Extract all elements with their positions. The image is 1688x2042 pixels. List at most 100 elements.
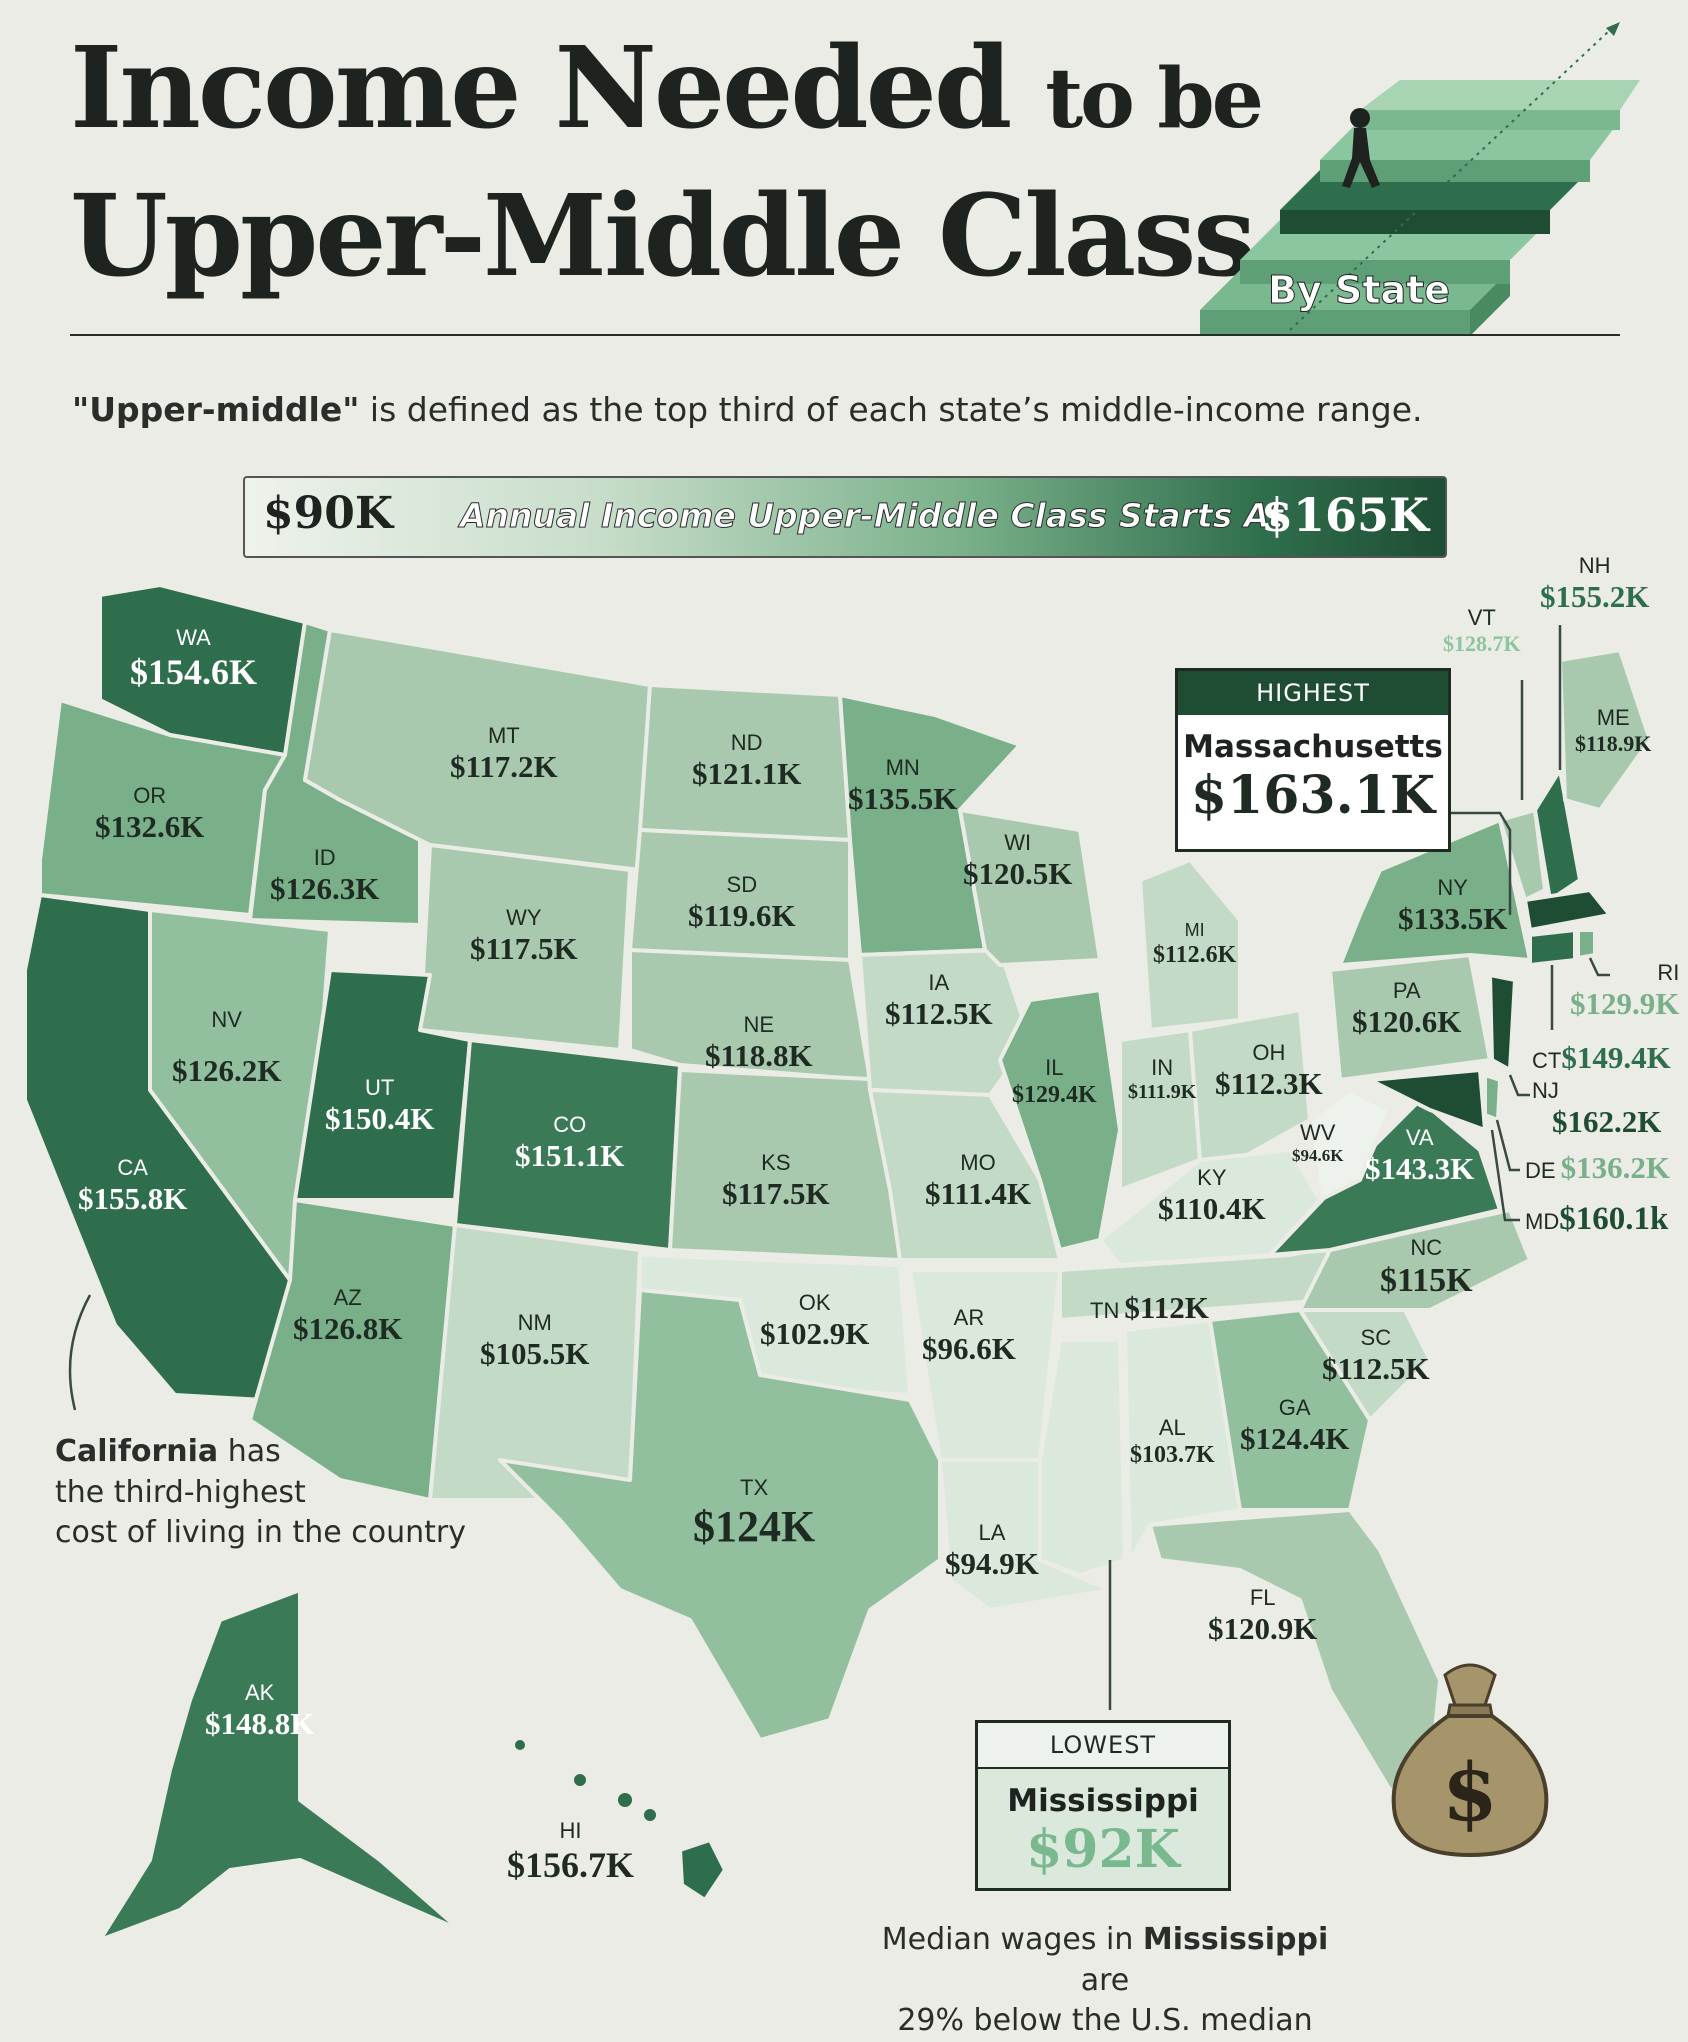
- label-IL: IL $129.4K: [1012, 1055, 1097, 1109]
- value: $135.5K: [848, 780, 958, 816]
- abbr: AK: [245, 1680, 275, 1705]
- state-AL: [1123, 1318, 1242, 1562]
- abbr: ME: [1596, 705, 1630, 730]
- color-legend: $90K Annual Income Upper-Middle Class St…: [243, 476, 1447, 558]
- stairs-illustration-icon: [1200, 22, 1640, 336]
- label-KY: KY $110.4K: [1158, 1165, 1266, 1228]
- label-IA: IA $112.5K: [885, 970, 993, 1033]
- abbr: NC: [1410, 1235, 1443, 1260]
- abbr: VT: [1467, 605, 1496, 630]
- value: $102.9K: [760, 1315, 870, 1351]
- value: $126.8K: [293, 1310, 403, 1346]
- abbr: WA: [176, 625, 211, 650]
- value: $111.4K: [925, 1175, 1031, 1211]
- subtitle-rest: is defined as the top third of each stat…: [359, 390, 1423, 429]
- state-AK: [98, 1588, 462, 1942]
- california-arrow: [68, 1294, 92, 1411]
- state-IL: [998, 988, 1122, 1252]
- abbr: KY: [1197, 1165, 1227, 1190]
- label-GA: GA $124.4K: [1240, 1395, 1349, 1458]
- label-ME: ME $118.9K: [1575, 705, 1651, 757]
- title-big: Income Needed: [70, 23, 1012, 154]
- note-text: Median wages in: [881, 1922, 1143, 1957]
- value: $94.6K: [1292, 1145, 1344, 1165]
- abbr: DE: [1525, 1158, 1556, 1183]
- value: $124.4K: [1240, 1420, 1350, 1456]
- note-text: 29% below the U.S. median: [897, 2003, 1313, 2038]
- abbr: OR: [133, 783, 167, 808]
- value: $105.5K: [480, 1335, 590, 1371]
- label-NE: NE $118.8K: [705, 1012, 813, 1075]
- value: $120.5K: [963, 855, 1073, 891]
- state-MS: [1038, 1338, 1127, 1577]
- md-arrow: [1490, 1129, 1520, 1222]
- value: $148.8K: [205, 1705, 315, 1741]
- state-ME: [1558, 648, 1652, 812]
- lowest-value: $92K: [1026, 1819, 1180, 1880]
- label-VT: VT $128.7K: [1443, 605, 1521, 657]
- label-MN: MN $135.5K: [848, 755, 957, 818]
- value: $110.4K: [1158, 1190, 1266, 1226]
- label-AK: AK $148.8K: [205, 1680, 314, 1743]
- state-MA: [1523, 888, 1612, 932]
- value: $112.5K: [1322, 1350, 1430, 1386]
- abbr: NY: [1437, 875, 1468, 900]
- value: $149.4K: [1561, 1040, 1671, 1075]
- abbr: OK: [798, 1290, 831, 1315]
- legend-label: Annual Income Upper-Middle Class Starts …: [459, 496, 1284, 536]
- abbr: TN: [1090, 1298, 1120, 1323]
- abbr: NE: [743, 1012, 775, 1037]
- abbr: MI: [1184, 920, 1205, 940]
- state-WV: [1308, 1088, 1392, 1202]
- label-DE: DE $136.2K: [1525, 1150, 1670, 1187]
- label-TX: TX $124K: [693, 1475, 815, 1553]
- state-RI: [1576, 928, 1597, 960]
- highest-header: HIGHEST: [1178, 671, 1448, 715]
- label-AR: AR $96.6K: [922, 1305, 1016, 1368]
- label-TN: TN $112K: [1090, 1290, 1209, 1327]
- abbr: MO: [960, 1150, 996, 1175]
- state-DE: [1483, 1073, 1502, 1122]
- abbr: TX: [740, 1475, 769, 1500]
- subtitle: "Upper-middle" is defined as the top thi…: [72, 390, 1423, 429]
- state-MI: [1138, 858, 1242, 1032]
- value: $103.7K: [1130, 1441, 1215, 1468]
- state-NH: [1533, 768, 1582, 902]
- label-VA: VA $143.3K: [1365, 1125, 1474, 1188]
- value: $124K: [693, 1501, 816, 1551]
- abbr: UT: [365, 1075, 395, 1100]
- abbr: NH: [1578, 553, 1611, 578]
- california-note: California has the third-highest cost of…: [55, 1432, 466, 1554]
- label-HI: HI $156.7K: [507, 1818, 634, 1886]
- abbr: NJ: [1532, 1078, 1559, 1103]
- label-OK: OK $102.9K: [760, 1290, 869, 1353]
- value: $162.2K: [1552, 1103, 1662, 1139]
- label-FL: FL $120.9K: [1208, 1585, 1317, 1648]
- highest-value: $163.1K: [1190, 765, 1436, 826]
- subtitle-bold: "Upper-middle": [72, 390, 360, 429]
- state-HI-small: [511, 1736, 529, 1754]
- label-OH: OH $112.3K: [1215, 1040, 1323, 1103]
- abbr: AR: [953, 1305, 985, 1330]
- state-FL: [1148, 1508, 1442, 1792]
- label-SC: SC $112.5K: [1322, 1325, 1430, 1388]
- abbr: PA: [1392, 978, 1421, 1003]
- title-line-1: Income Needed to be: [70, 30, 1264, 148]
- abbr: MT: [487, 723, 520, 748]
- abbr: VA: [1405, 1125, 1434, 1150]
- note-text: has: [218, 1434, 281, 1469]
- label-WY: WY $117.5K: [470, 905, 578, 968]
- label-MT: MT $117.2K: [450, 723, 558, 786]
- value: $132.6K: [95, 808, 205, 844]
- label-WI: WI $120.5K: [963, 830, 1072, 893]
- value: $151.1K: [515, 1137, 625, 1173]
- value: $129.4K: [1012, 1081, 1097, 1108]
- value: $119.6K: [688, 897, 796, 933]
- value: $112.3K: [1215, 1065, 1323, 1101]
- note-text: cost of living in the country: [55, 1515, 466, 1550]
- value: $112K: [1124, 1290, 1209, 1325]
- abbr: NM: [517, 1310, 552, 1335]
- value: $128.7K: [1443, 630, 1521, 656]
- value: $94.9K: [945, 1545, 1039, 1581]
